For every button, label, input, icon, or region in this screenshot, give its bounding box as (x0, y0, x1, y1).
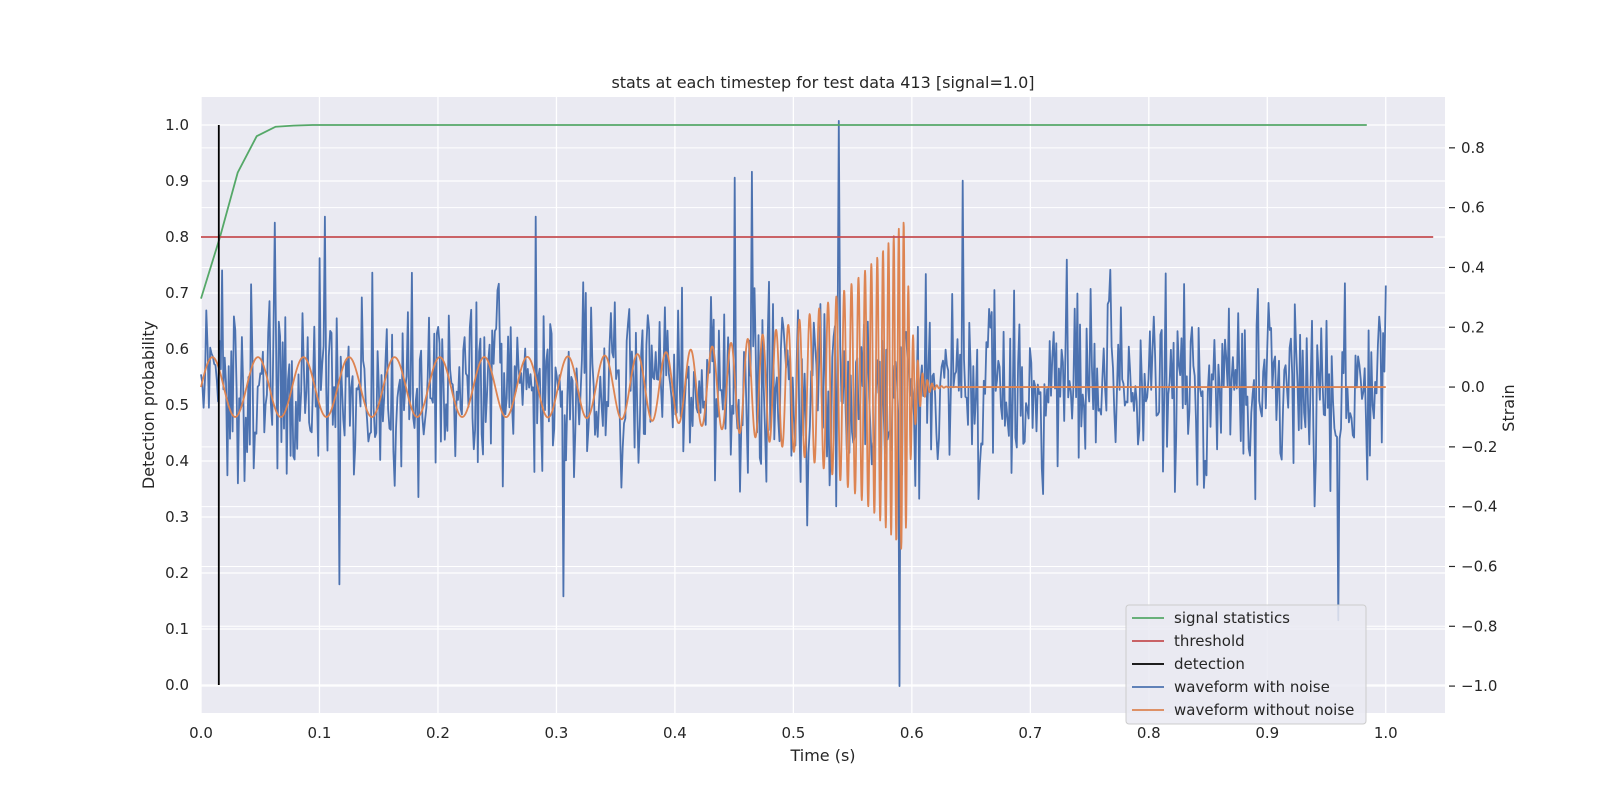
legend-label: detection (1174, 655, 1245, 673)
x-tick-labels: 0.0 0.1 0.2 0.3 0.4 0.5 0.6 0.7 0.8 0.9 1.0 (189, 724, 1398, 742)
x-tick-label: 0.4 (663, 724, 687, 742)
y-tick-label: 0.0 (165, 676, 189, 694)
y-tick-label: 0.1 (165, 620, 189, 638)
y2-tick-label: −1.0 (1461, 677, 1497, 695)
x-tick-label: 0.1 (308, 724, 332, 742)
y-tick-label: 0.2 (165, 564, 189, 582)
x-tick-label: 0.9 (1255, 724, 1279, 742)
y-tick-label: 1.0 (165, 116, 189, 134)
y-tick-label: 0.3 (165, 508, 189, 526)
y-tick-label: 0.5 (165, 396, 189, 414)
y-tick-label: 0.7 (165, 284, 189, 302)
series-layer (200, 120, 1434, 687)
y-tick-label: 0.9 (165, 172, 189, 190)
x-tick-label: 0.2 (426, 724, 450, 742)
y2-tick-label: −0.4 (1461, 498, 1497, 516)
y2-tick-label: −0.6 (1461, 557, 1497, 575)
y2-tick-label: −0.8 (1461, 617, 1497, 635)
y2-tick-label: 0.2 (1461, 318, 1485, 336)
y-tick-label: 0.4 (165, 452, 189, 470)
y-tick-label: 0.8 (165, 228, 189, 246)
x-tick-label: 0.3 (544, 724, 568, 742)
x-tick-label: 0.0 (189, 724, 213, 742)
y2-tick-label: −0.2 (1461, 438, 1497, 456)
x-tick-label: 0.5 (781, 724, 805, 742)
legend-label: signal statistics (1174, 609, 1290, 627)
x-tick-label: 1.0 (1374, 724, 1398, 742)
x-tick-label: 0.6 (900, 724, 924, 742)
y2-tick-label: 0.6 (1461, 199, 1485, 217)
x-tick-label: 0.7 (1018, 724, 1042, 742)
y2-tick-labels: −1.0 −0.8 −0.6 −0.4 −0.2 0.0 0.2 0.4 0.6 0.8 (1449, 139, 1497, 695)
y2-axis-label: Strain (1499, 384, 1518, 431)
y-tick-labels: 0.0 0.1 0.2 0.3 0.4 0.5 0.6 0.7 0.8 0.9 1.0 (165, 116, 189, 694)
series-waveform-without-noise (200, 221, 1387, 550)
series-waveform-with-noise (200, 120, 1387, 687)
y2-tick-label: 0.4 (1461, 258, 1485, 276)
chart-title: stats at each timestep for test data 413… (611, 73, 1034, 92)
legend-label: waveform without noise (1174, 701, 1354, 719)
legend: signal statistics threshold detection wavef… (1125, 604, 1367, 725)
legend-label: threshold (1174, 632, 1245, 650)
x-tick-label: 0.8 (1137, 724, 1161, 742)
y2-tick-label: 0.8 (1461, 139, 1485, 157)
x-axis-label: Time (s) (789, 746, 855, 765)
y2-tick-label: 0.0 (1461, 378, 1485, 396)
legend-box (1125, 604, 1367, 725)
y-axis-label: Detection probability (139, 321, 158, 489)
legend-label: waveform with noise (1174, 678, 1330, 696)
series-signal-statistics (200, 124, 1367, 299)
y-tick-label: 0.6 (165, 340, 189, 358)
